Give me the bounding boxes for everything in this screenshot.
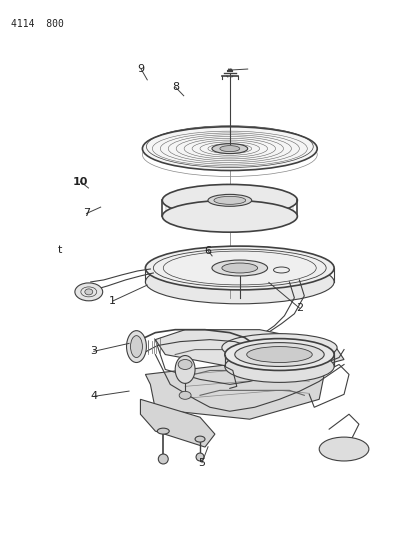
Text: 3: 3 bbox=[90, 346, 97, 357]
Ellipse shape bbox=[208, 195, 252, 206]
Ellipse shape bbox=[158, 454, 168, 464]
Ellipse shape bbox=[212, 260, 268, 276]
Text: 5: 5 bbox=[198, 458, 206, 467]
Text: 2: 2 bbox=[296, 303, 303, 313]
Ellipse shape bbox=[175, 356, 195, 383]
Ellipse shape bbox=[131, 336, 142, 358]
Ellipse shape bbox=[225, 351, 334, 382]
Ellipse shape bbox=[145, 246, 334, 290]
Ellipse shape bbox=[225, 338, 334, 370]
Text: 1: 1 bbox=[109, 296, 116, 306]
Ellipse shape bbox=[157, 428, 169, 434]
Ellipse shape bbox=[162, 184, 297, 216]
Text: 8: 8 bbox=[172, 82, 179, 92]
Ellipse shape bbox=[179, 391, 191, 399]
Polygon shape bbox=[140, 399, 215, 447]
Ellipse shape bbox=[85, 289, 93, 295]
Ellipse shape bbox=[220, 146, 240, 151]
Text: 4: 4 bbox=[90, 391, 98, 401]
Ellipse shape bbox=[162, 200, 297, 232]
Ellipse shape bbox=[319, 437, 369, 461]
Polygon shape bbox=[145, 365, 324, 419]
Ellipse shape bbox=[214, 196, 246, 204]
Ellipse shape bbox=[235, 343, 324, 367]
Polygon shape bbox=[155, 330, 344, 367]
Ellipse shape bbox=[212, 144, 248, 154]
Ellipse shape bbox=[196, 453, 204, 461]
Text: t: t bbox=[58, 245, 62, 255]
Ellipse shape bbox=[222, 263, 257, 273]
Ellipse shape bbox=[195, 436, 205, 442]
Ellipse shape bbox=[126, 330, 146, 362]
Ellipse shape bbox=[145, 260, 334, 304]
Text: 4114  800: 4114 800 bbox=[11, 19, 64, 29]
Ellipse shape bbox=[178, 360, 192, 369]
Text: 9: 9 bbox=[137, 64, 145, 74]
Text: 6: 6 bbox=[204, 246, 212, 256]
Text: 7: 7 bbox=[83, 208, 90, 219]
Ellipse shape bbox=[75, 283, 103, 301]
Ellipse shape bbox=[247, 346, 312, 362]
Ellipse shape bbox=[222, 334, 337, 361]
Text: 10: 10 bbox=[73, 176, 88, 187]
Ellipse shape bbox=[142, 127, 317, 171]
